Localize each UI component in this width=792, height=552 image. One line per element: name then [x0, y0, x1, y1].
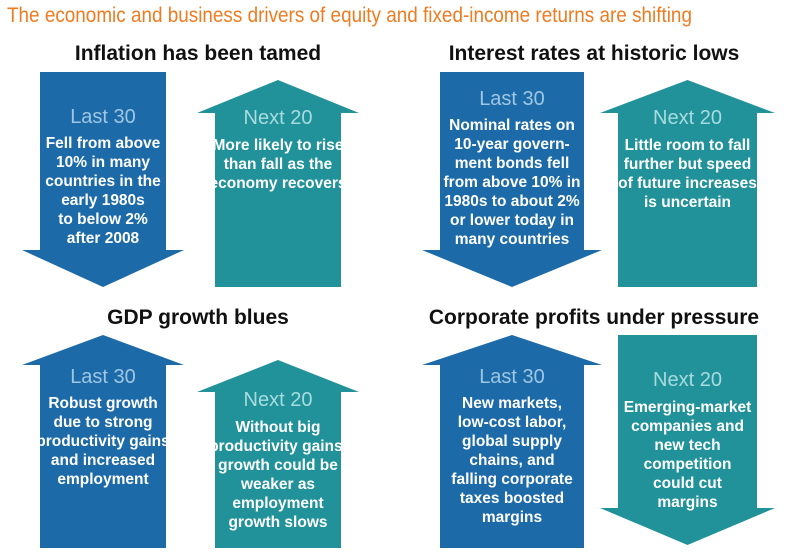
profits-last30-up-arrow: Last 30 New markets, low-cost labor, globa…: [422, 335, 602, 548]
gdp-last30-up-arrow: Last 30 Robust growth due to strong produc…: [22, 335, 184, 548]
period-label: Last 30: [479, 366, 545, 388]
gdp-next20-up-arrow: Next 20 Without big productivity gains, gr…: [197, 360, 359, 548]
period-label: Last 30: [70, 366, 136, 388]
period-label: Last 30: [479, 88, 545, 110]
interest-last30-down-arrow: Last 30 Nominal rates on 10-year govern-m…: [422, 72, 602, 287]
arrow-text: Fell from above 10% in many countries in t…: [45, 135, 161, 247]
section-title-inflation: Inflation has been tamed: [74, 42, 322, 65]
headline: The economic and business drivers of equ…: [7, 4, 692, 27]
inflation-last30-down-arrow: Last 30 Fell from above 10% in many countr…: [22, 72, 184, 287]
arrow-text: More likely to rise than fall as the econo…: [209, 137, 347, 192]
profits-next20-down-arrow: Next 20 Emerging-market companies and new …: [600, 335, 775, 545]
arrow-text: Nominal rates on 10-year govern-ment bond…: [443, 117, 581, 248]
arrow-text: Emerging-market companies and new tech comp…: [623, 399, 752, 511]
period-label: Next 20: [653, 369, 722, 391]
period-label: Next 20: [243, 107, 313, 129]
period-label: Last 30: [70, 106, 136, 128]
arrow-text: Robust growth due to strong productivity g…: [36, 395, 170, 488]
period-label: Next 20: [243, 389, 313, 411]
interest-next20-up-arrow: Next 20 Little room to fall further but s…: [600, 80, 775, 287]
arrow-text: Little room to fall further but speed of f…: [618, 137, 757, 211]
section-title-gdp: GDP growth blues: [107, 306, 289, 329]
arrow-text: New markets, low-cost labor, global supply…: [451, 395, 573, 526]
arrow-text: Without big productivity gains, growth cou…: [209, 419, 347, 531]
period-label: Next 20: [653, 107, 722, 129]
inflation-next20-up-arrow: Next 20 More likely to rise than fall as …: [197, 80, 359, 287]
section-title-interest-rates: Interest rates at historic lows: [448, 42, 740, 65]
section-title-corporate-profits: Corporate profits under pressure: [428, 306, 760, 329]
